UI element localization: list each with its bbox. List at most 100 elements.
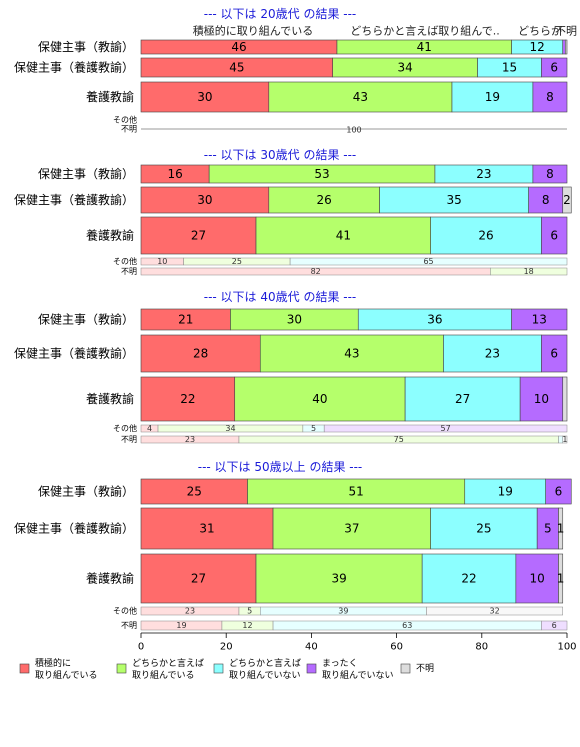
data-label: 26 — [478, 229, 493, 243]
panel-title: --- 以下は 20歳代 の結果 --- — [204, 7, 357, 21]
legend-swatch — [116, 663, 127, 674]
bar-segment — [234, 376, 406, 422]
small-row-label: その他 — [113, 423, 137, 433]
data-label: 22 — [461, 572, 476, 586]
data-label: 75 — [394, 435, 404, 444]
data-label: 51 — [348, 485, 363, 499]
row-label: 保健主事（教諭） — [38, 166, 134, 181]
data-label: 8 — [542, 193, 550, 207]
data-label: 30 — [197, 193, 212, 207]
data-label: 10 — [534, 392, 549, 406]
row-label: 養護教諭 — [86, 228, 134, 243]
data-label: 6 — [550, 229, 558, 243]
data-label: 36 — [427, 313, 442, 327]
data-label: 23 — [185, 607, 195, 616]
bar-segment — [528, 186, 564, 214]
data-label: 30 — [197, 90, 212, 104]
data-label: 39 — [338, 607, 348, 616]
bar-segment — [323, 424, 568, 433]
bar-segment — [511, 308, 568, 331]
data-label: 32 — [489, 607, 499, 616]
data-label: 63 — [402, 621, 412, 630]
data-label: 41 — [417, 40, 432, 54]
bar-segment — [255, 553, 423, 604]
data-label: 23 — [485, 347, 500, 361]
legend-label: 積極的に — [35, 657, 71, 669]
row-label: 保健主事（教諭） — [38, 484, 134, 499]
x-tick-label: 40 — [305, 642, 318, 653]
data-label: 10 — [530, 572, 545, 586]
panel-title: --- 以下は 30歳代 の結果 --- — [204, 148, 357, 162]
bar-segment — [140, 553, 257, 604]
data-label: 15 — [502, 61, 517, 75]
data-label: 18 — [524, 267, 534, 276]
bar-segment — [140, 334, 261, 373]
bar-segment — [259, 334, 444, 373]
data-label: 37 — [344, 522, 359, 536]
data-label: 28 — [193, 347, 208, 361]
data-label: 35 — [446, 193, 461, 207]
bar-segment — [562, 376, 568, 422]
small-row-label: 不明 — [121, 125, 137, 134]
bar-segment — [289, 257, 568, 266]
bar-segment — [532, 81, 568, 113]
data-label: 26 — [317, 193, 332, 207]
data-label: 23 — [476, 167, 491, 181]
bar-segment — [541, 620, 568, 631]
header-label: どちらか — [518, 25, 562, 38]
bar-segment — [545, 478, 572, 505]
data-label: 6 — [550, 347, 558, 361]
bar-segment — [140, 216, 257, 255]
data-label: 53 — [314, 167, 329, 181]
legend-label: 取り組んでいる — [35, 669, 98, 681]
bar-segment — [426, 606, 563, 616]
data-label: 1 — [562, 435, 567, 444]
header-label: 積極的に取り組んでいる — [193, 24, 313, 38]
row-label: 保健主事（養護教諭） — [14, 192, 134, 207]
row-label: 保健主事（養護教諭） — [14, 521, 134, 536]
bar-segment — [562, 435, 568, 444]
data-label: 43 — [344, 347, 359, 361]
bar-segment — [379, 186, 529, 214]
small-row-label: 不明 — [121, 621, 137, 630]
data-label: 40 — [312, 392, 327, 406]
bar-segment — [451, 81, 534, 113]
header-label: どちらかと言えば取り組んで.. — [350, 25, 499, 38]
small-row-label: 不明 — [121, 267, 137, 276]
data-label: 5 — [544, 522, 552, 536]
data-label: 41 — [336, 229, 351, 243]
legend-label: 取り組んでいない — [229, 669, 301, 681]
data-label: 6 — [552, 621, 557, 630]
data-label: 8 — [546, 90, 554, 104]
row-label: 保健主事（教諭） — [38, 312, 134, 327]
legend-swatch — [19, 663, 30, 674]
data-label: 39 — [331, 572, 346, 586]
bar-segment — [404, 376, 521, 422]
bar-segment — [541, 334, 568, 373]
panel-title: --- 以下は 50歳以上 の結果 --- — [198, 460, 363, 474]
legend-label: 不明 — [416, 663, 434, 674]
bar-segment — [558, 553, 564, 604]
data-label: 19 — [498, 485, 513, 499]
legend-label: まったく — [322, 658, 358, 669]
legend-swatch — [400, 663, 411, 674]
row-label: 養護教諭 — [86, 571, 134, 586]
row-label: 保健主事（養護教諭） — [14, 346, 134, 361]
data-label: 34 — [397, 61, 412, 75]
data-label: 12 — [242, 621, 252, 630]
bar-segment — [564, 39, 568, 55]
data-label: 19 — [176, 621, 186, 630]
data-label: 57 — [440, 424, 450, 433]
legend-label: どちらかと言えば — [229, 657, 301, 669]
data-label: 16 — [167, 167, 182, 181]
bar-segment — [268, 186, 380, 214]
bar-segment — [515, 553, 559, 604]
bar-segment — [532, 164, 568, 184]
data-label: 43 — [353, 90, 368, 104]
row-label: 保健主事（養護教諭） — [14, 60, 134, 75]
data-label: 27 — [191, 229, 206, 243]
data-label: 12 — [530, 40, 545, 54]
data-label: 65 — [423, 257, 433, 266]
x-tick-label: 20 — [220, 642, 233, 653]
